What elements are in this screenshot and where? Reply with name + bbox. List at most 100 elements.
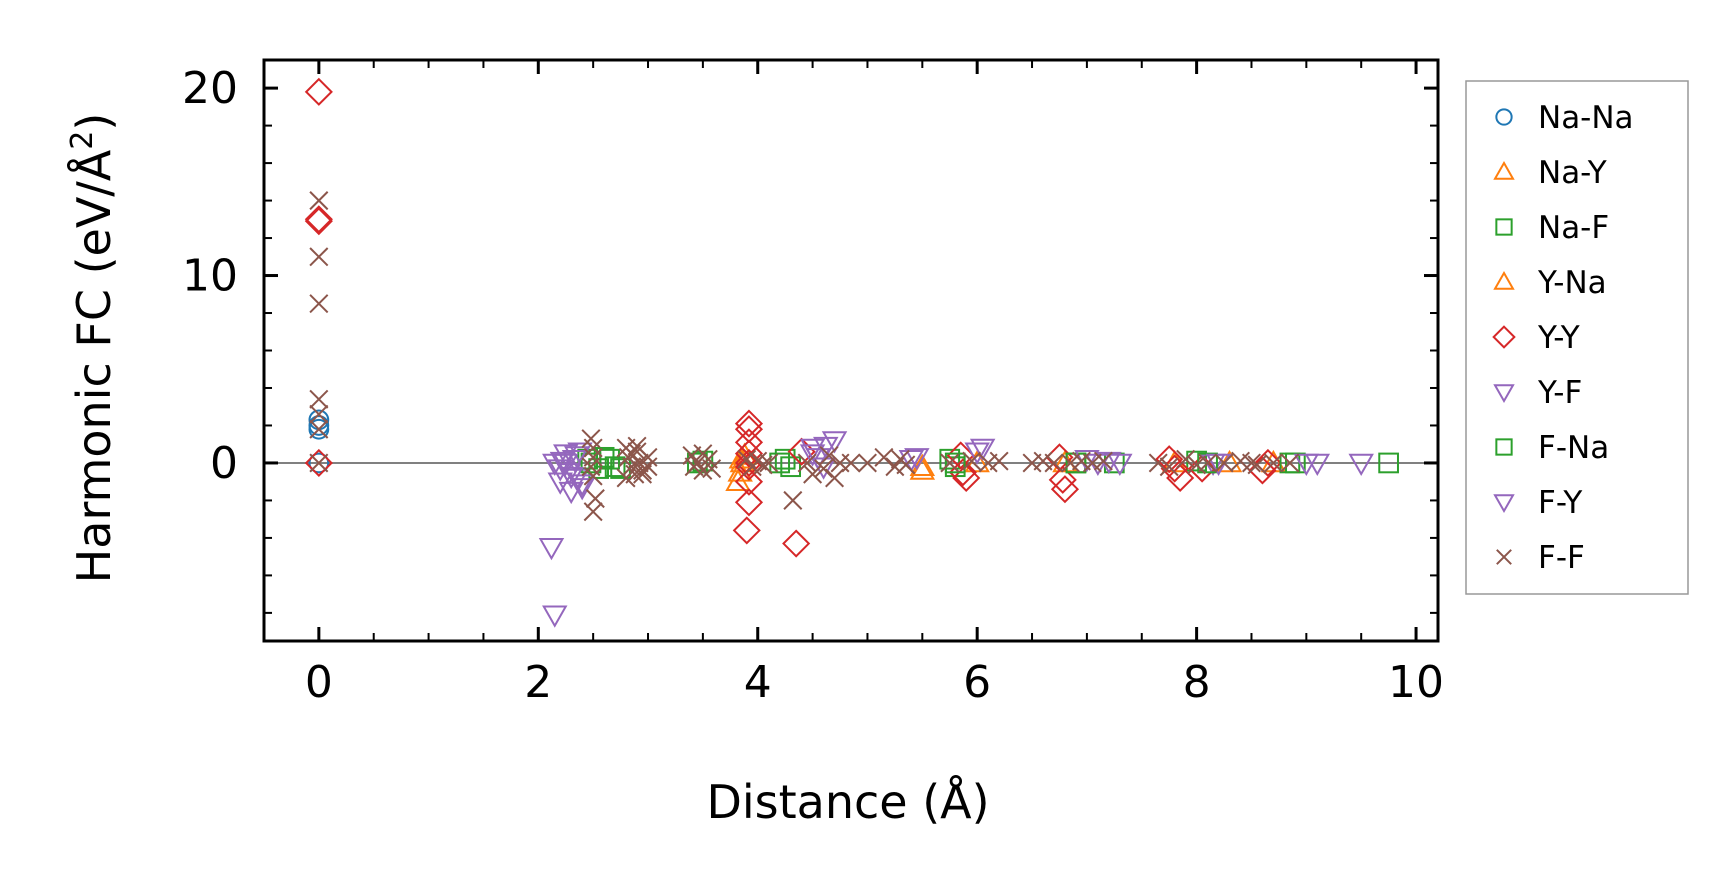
data-point <box>734 439 764 468</box>
data-point <box>898 449 925 473</box>
data-point <box>1188 454 1217 483</box>
data-point <box>309 389 329 409</box>
data-point <box>547 459 573 482</box>
legend-marker <box>1493 160 1515 180</box>
data-point <box>753 455 773 475</box>
data-point <box>1263 453 1283 473</box>
data-point <box>969 438 996 461</box>
data-point <box>769 452 791 474</box>
y-axis-label-end: ) <box>67 113 121 131</box>
data-point <box>627 442 647 462</box>
data-point <box>734 488 764 517</box>
x-tick-labels: 0 2 4 6 8 10 <box>305 657 1444 708</box>
data-point <box>909 453 936 476</box>
data-point <box>304 77 333 106</box>
data-point <box>814 459 834 479</box>
series-f-y <box>542 436 1320 628</box>
data-point <box>558 481 584 505</box>
data-point <box>944 452 966 474</box>
data-point <box>1198 453 1218 473</box>
data-point <box>309 419 329 439</box>
legend-marker <box>1493 384 1515 404</box>
data-point <box>1107 453 1133 476</box>
data-point <box>304 207 333 236</box>
axis-ticks <box>263 60 1438 641</box>
series-y-y <box>304 77 1282 558</box>
data-point <box>841 453 861 473</box>
data-point <box>309 191 329 211</box>
legend-marker <box>1493 494 1515 514</box>
legend-item: F-Y <box>1493 485 1582 521</box>
data-point <box>1214 453 1234 473</box>
legend-label: F-Na <box>1538 430 1609 466</box>
data-point <box>538 538 565 561</box>
data-point <box>732 516 761 545</box>
legend-label: Y-F <box>1537 375 1582 411</box>
y-axis-label: Harmonic FC (eV/Å2) <box>65 113 121 584</box>
data-point <box>309 294 329 314</box>
legend-label: Na-Na <box>1538 100 1634 136</box>
data-point <box>1048 465 1077 494</box>
legend-label: Y-Y <box>1537 320 1580 356</box>
data-point <box>1378 452 1399 474</box>
data-point <box>962 451 982 471</box>
data-point <box>759 453 779 473</box>
data-point <box>780 456 802 478</box>
data-point <box>1348 453 1374 476</box>
legend-marker <box>1496 549 1512 565</box>
x-axis-label: Distance (Å) <box>706 775 989 829</box>
legend-label: Na-F <box>1538 210 1609 246</box>
data-point <box>304 205 333 234</box>
y-tick-label: 0 <box>210 438 238 489</box>
data-point <box>616 468 636 488</box>
x-tick-label: 8 <box>1183 657 1211 708</box>
legend-item: Y-Na <box>1493 265 1607 301</box>
data-point <box>787 437 816 466</box>
data-point <box>1093 451 1113 471</box>
legend-item: Na-Na <box>1495 100 1634 136</box>
data-point <box>569 478 595 501</box>
y-tick-label: 10 <box>182 251 238 302</box>
x-tick-label: 10 <box>1388 657 1444 708</box>
data-point <box>549 451 576 475</box>
legend-item: Y-F <box>1493 375 1582 411</box>
data-point <box>782 529 811 558</box>
data-point <box>734 409 764 438</box>
data-point <box>558 466 584 490</box>
y-tick-labels: 0 10 20 <box>182 63 238 489</box>
data-point <box>964 442 990 465</box>
legend-item: Y-Y <box>1492 320 1580 356</box>
data-point <box>693 444 713 464</box>
data-point <box>309 247 329 267</box>
data-point <box>308 415 330 436</box>
data-point <box>702 459 722 479</box>
data-point <box>896 455 916 475</box>
legend-label: F-Y <box>1538 485 1582 521</box>
legend-item: Na-Y <box>1493 155 1607 191</box>
data-point <box>1293 453 1320 476</box>
data-point <box>821 431 848 454</box>
data-point <box>783 490 803 510</box>
data-point <box>799 444 826 467</box>
legend-label: Y-Na <box>1537 265 1607 301</box>
legend-item: F-Na <box>1495 430 1609 466</box>
y-tick-label: 20 <box>182 63 238 114</box>
data-point <box>989 451 1009 471</box>
data-point <box>580 452 602 474</box>
data-point <box>309 453 329 473</box>
data-point <box>622 444 642 464</box>
data-point <box>939 448 961 470</box>
data-point <box>1148 453 1168 473</box>
data-point <box>553 453 579 476</box>
y-axis-label-superscript: 2 <box>65 131 100 150</box>
data-point <box>774 448 796 470</box>
x-tick-label: 4 <box>744 657 772 708</box>
x-tick-label: 0 <box>305 657 333 708</box>
plot-frame <box>262 58 1440 643</box>
data-point <box>803 464 823 484</box>
data-point <box>583 502 603 522</box>
data-point <box>874 447 894 467</box>
legend-item: Na-F <box>1495 210 1609 246</box>
y-axis-label-main: Harmonic FC (eV/Å <box>67 149 121 583</box>
